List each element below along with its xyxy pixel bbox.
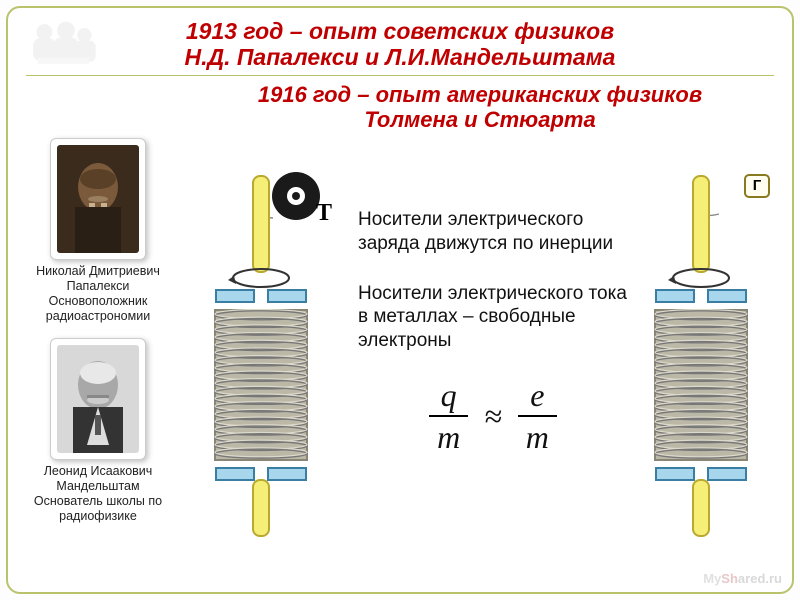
portrait-2-frame [50, 338, 146, 460]
formula-m2: m [518, 417, 557, 457]
subtitle-line1: 1916 год – опыт американских физиков [258, 82, 702, 107]
portrait-1-name: Николай Дмитриевич Папалекси [36, 264, 160, 293]
portrait-1-frame [50, 138, 146, 260]
subtitle-line2: Толмена и Стюарта [364, 107, 595, 132]
title-line2: Н.Д. Папалекси и Л.И.Мандельштама [185, 44, 616, 70]
portrait-1-caption: Николай Дмитриевич Папалекси Основополож… [18, 264, 178, 324]
label-g: Г [744, 174, 770, 198]
title-sub: 1916 год – опыт американских физиков Тол… [168, 82, 792, 133]
title-line1: 1913 год – опыт советских физиков [186, 18, 614, 44]
title-main: 1913 год – опыт советских физиков Н.Д. П… [8, 8, 792, 71]
coil-apparatus-left: T [186, 168, 336, 548]
center-text-block: Носители электрического заряда движутся … [358, 208, 628, 457]
label-t: T [316, 200, 332, 227]
portrait-1-desc: Основоположник радиоастрономии [46, 294, 150, 323]
portrait-2-desc: Основатель школы по радиофизике [34, 494, 162, 523]
portrait-1 [57, 145, 139, 253]
watermark-b: Sh [721, 571, 738, 586]
slide-frame: 1913 год – опыт советских физиков Н.Д. П… [6, 6, 794, 594]
text-electrons: Носители электрического тока в металлах … [358, 282, 628, 353]
watermark: MyShared.ru [703, 571, 782, 586]
portrait-2-name: Леонид Исаакович Мандельштам [44, 464, 153, 493]
formula: qm ≈ em [358, 375, 628, 457]
formula-e: e [518, 375, 557, 417]
coil-apparatus-right: Г [626, 168, 776, 548]
formula-approx: ≈ [476, 396, 510, 436]
watermark-c: ared.ru [738, 571, 782, 586]
watermark-a: My [703, 571, 721, 586]
text-inertia: Носители электрического заряда движутся … [358, 208, 628, 256]
formula-m1: m [429, 417, 468, 457]
portrait-2 [57, 345, 139, 453]
portrait-2-caption: Леонид Исаакович Мандельштам Основатель … [18, 464, 178, 524]
portraits-column: Николай Дмитриевич Папалекси Основополож… [18, 138, 178, 538]
logo-silhouette [22, 16, 102, 72]
formula-q: q [429, 375, 468, 417]
